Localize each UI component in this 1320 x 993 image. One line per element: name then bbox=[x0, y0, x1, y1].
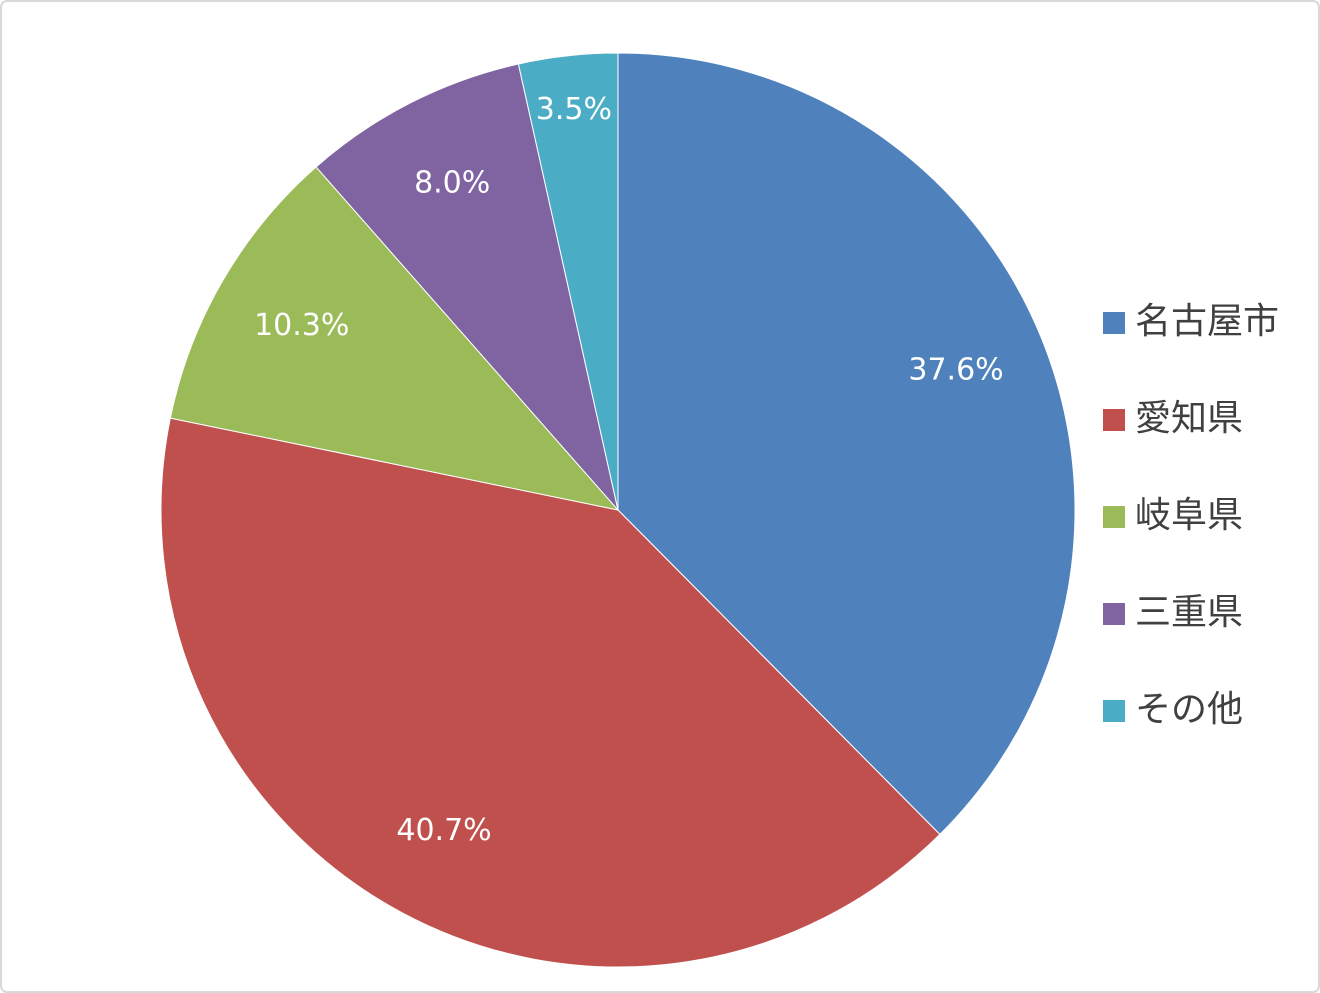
pie-slice bbox=[517, 52, 619, 511]
legend-swatch bbox=[1103, 312, 1125, 334]
legend-label: 三重県 bbox=[1135, 592, 1243, 633]
data-label: 8.0% bbox=[414, 166, 490, 201]
legend-swatch bbox=[1103, 700, 1125, 722]
legend-label: その他 bbox=[1135, 689, 1243, 730]
legend-swatch bbox=[1103, 409, 1125, 431]
legend-label: 名古屋市 bbox=[1135, 301, 1279, 342]
pie-slice bbox=[160, 417, 941, 968]
pie-slice bbox=[169, 166, 620, 511]
legend-swatch bbox=[1103, 603, 1125, 625]
data-label: 40.7% bbox=[396, 813, 491, 848]
data-label: 37.6% bbox=[908, 352, 1003, 387]
legend-label: 岐阜県 bbox=[1135, 495, 1243, 536]
legend-swatch bbox=[1103, 506, 1125, 528]
legend-label: 愛知県 bbox=[1135, 398, 1243, 439]
pie-slice bbox=[315, 63, 619, 511]
data-label: 3.5% bbox=[536, 92, 612, 127]
pie-slice bbox=[617, 52, 1076, 836]
data-label: 10.3% bbox=[254, 308, 349, 343]
